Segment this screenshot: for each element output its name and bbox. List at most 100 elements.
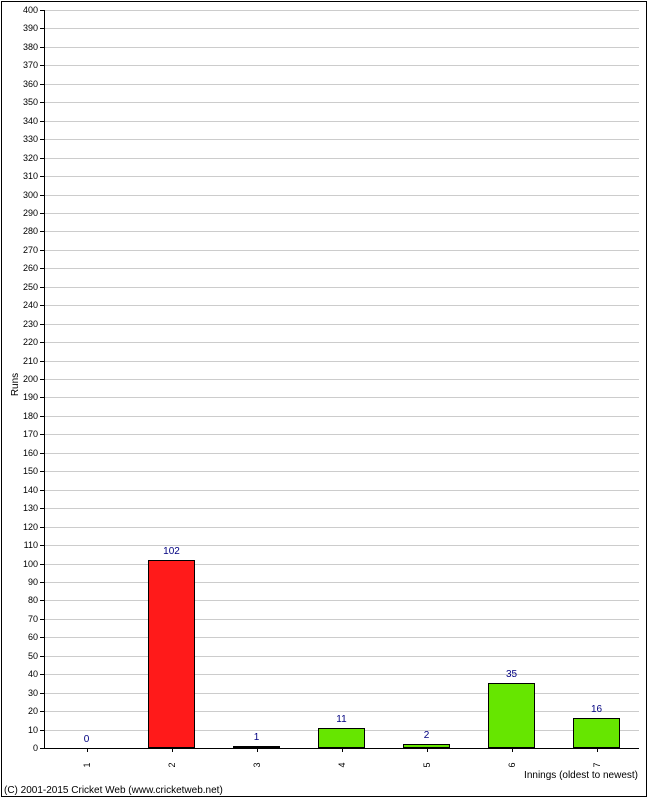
y-tick-label: 400	[10, 5, 38, 15]
y-tick-label: 10	[10, 725, 38, 735]
gridline	[44, 527, 639, 528]
gridline	[44, 545, 639, 546]
y-tick-label: 80	[10, 595, 38, 605]
gridline	[44, 471, 639, 472]
x-tick-label: 3	[252, 762, 262, 767]
gridline	[44, 619, 639, 620]
gridline	[44, 397, 639, 398]
y-tick-label: 320	[10, 153, 38, 163]
gridline	[44, 600, 639, 601]
y-tick-label: 330	[10, 134, 38, 144]
bar	[573, 718, 620, 748]
y-tick-label: 310	[10, 171, 38, 181]
gridline	[44, 158, 639, 159]
y-tick-label: 390	[10, 23, 38, 33]
chart-container: Runs Innings (oldest to newest) (C) 2001…	[0, 0, 650, 800]
gridline	[44, 47, 639, 48]
bar	[318, 728, 365, 748]
copyright-text: (C) 2001-2015 Cricket Web (www.cricketwe…	[4, 785, 223, 796]
y-tick-label: 30	[10, 688, 38, 698]
x-tick-label: 7	[592, 762, 602, 767]
y-tick-label: 290	[10, 208, 38, 218]
y-tick-label: 210	[10, 356, 38, 366]
bar-value-label: 35	[506, 669, 517, 680]
gridline	[44, 268, 639, 269]
y-tick-label: 190	[10, 392, 38, 402]
x-tick-label: 4	[337, 762, 347, 767]
bar	[488, 683, 535, 748]
x-tick	[257, 748, 258, 752]
x-tick	[342, 748, 343, 752]
y-tick-label: 260	[10, 263, 38, 273]
y-tick-label: 230	[10, 319, 38, 329]
gridline	[44, 490, 639, 491]
y-tick-label: 130	[10, 503, 38, 513]
gridline	[44, 305, 639, 306]
y-tick-label: 90	[10, 577, 38, 587]
y-tick-label: 150	[10, 466, 38, 476]
gridline	[44, 324, 639, 325]
y-tick-label: 350	[10, 97, 38, 107]
x-tick	[172, 748, 173, 752]
x-tick	[427, 748, 428, 752]
y-tick-label: 70	[10, 614, 38, 624]
gridline	[44, 28, 639, 29]
gridline	[44, 287, 639, 288]
bar-value-label: 0	[84, 734, 90, 745]
x-tick-label: 5	[422, 762, 432, 767]
y-tick-label: 380	[10, 42, 38, 52]
gridline	[44, 10, 639, 11]
gridline	[44, 231, 639, 232]
y-tick-label: 120	[10, 522, 38, 532]
x-tick	[87, 748, 88, 752]
y-tick-label: 40	[10, 669, 38, 679]
y-tick-label: 100	[10, 559, 38, 569]
gridline	[44, 656, 639, 657]
bar-value-label: 102	[163, 546, 180, 557]
y-tick-label: 270	[10, 245, 38, 255]
gridline	[44, 564, 639, 565]
x-tick	[512, 748, 513, 752]
y-tick-label: 360	[10, 79, 38, 89]
y-tick-label: 170	[10, 429, 38, 439]
bar	[148, 560, 195, 748]
gridline	[44, 434, 639, 435]
bar-value-label: 1	[254, 732, 260, 743]
gridline	[44, 674, 639, 675]
gridline	[44, 195, 639, 196]
y-tick-label: 280	[10, 226, 38, 236]
y-tick-label: 110	[10, 540, 38, 550]
y-tick-label: 180	[10, 411, 38, 421]
gridline	[44, 213, 639, 214]
gridline	[44, 250, 639, 251]
y-tick-label: 340	[10, 116, 38, 126]
bar-value-label: 11	[336, 714, 346, 725]
gridline	[44, 693, 639, 694]
y-axis-line	[44, 10, 45, 748]
y-tick-label: 0	[10, 743, 38, 753]
gridline	[44, 453, 639, 454]
gridline	[44, 416, 639, 417]
gridline	[44, 711, 639, 712]
x-tick-label: 6	[507, 762, 517, 767]
gridline	[44, 121, 639, 122]
gridline	[44, 379, 639, 380]
y-tick-label: 140	[10, 485, 38, 495]
gridline	[44, 176, 639, 177]
y-tick-label: 50	[10, 651, 38, 661]
x-tick-label: 2	[167, 762, 177, 767]
gridline	[44, 637, 639, 638]
gridline	[44, 65, 639, 66]
gridline	[44, 139, 639, 140]
y-tick-label: 250	[10, 282, 38, 292]
gridline	[44, 84, 639, 85]
y-tick-label: 300	[10, 190, 38, 200]
gridline	[44, 342, 639, 343]
y-tick-label: 220	[10, 337, 38, 347]
bar-value-label: 16	[591, 704, 602, 715]
y-tick-label: 240	[10, 300, 38, 310]
x-tick-label: 1	[82, 762, 92, 767]
bar-value-label: 2	[424, 730, 430, 741]
gridline	[44, 102, 639, 103]
gridline	[44, 361, 639, 362]
